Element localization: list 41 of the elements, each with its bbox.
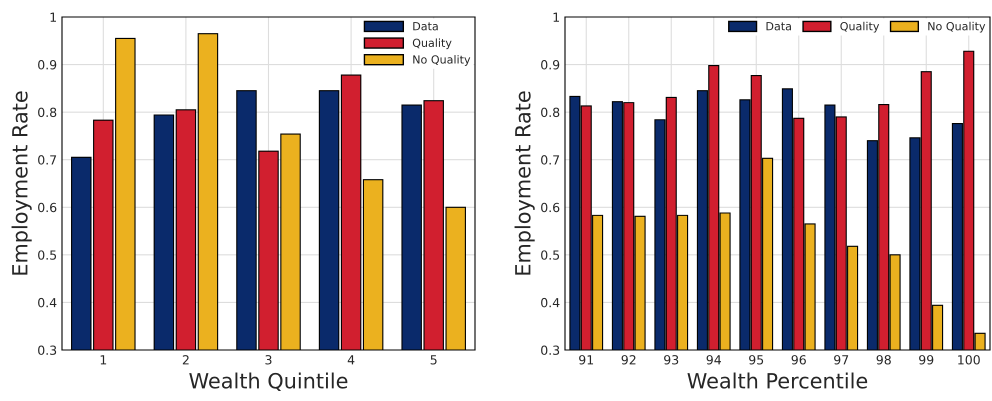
x-tick-label: 97 — [834, 355, 848, 365]
y-tick-label: 0.9 — [38, 60, 56, 70]
y-tick-label: 0.3 — [38, 345, 56, 355]
x-tick-label: 98 — [876, 355, 891, 365]
legend-label: Quality — [840, 22, 880, 33]
y-tick-label: 0.4 — [38, 298, 56, 308]
legend-label: Data — [413, 22, 438, 30]
x-tick-label: 91 — [579, 355, 594, 365]
x-tick-label: 94 — [706, 355, 721, 365]
legend-label: No Quality — [413, 55, 470, 66]
y-tick-label: 0.4 — [541, 298, 560, 308]
legend-label: Data — [766, 22, 791, 30]
y-tick-label: 1 — [554, 12, 559, 22]
y-tick-label: 0.6 — [541, 202, 560, 212]
x-tick-label: 1 — [100, 355, 106, 364]
y-tick-label: 0.7 — [541, 155, 560, 165]
x-tick-label: 100 — [958, 355, 980, 365]
y-tick-label: 0.7 — [38, 155, 56, 165]
x-tick-label: 4 — [348, 355, 354, 364]
y-axis-title: Employment Rate — [12, 91, 32, 275]
y-tick-label: 1 — [50, 12, 56, 22]
y-tick-label: 0.8 — [38, 108, 56, 118]
y-tick-label: 0.8 — [541, 108, 560, 118]
x-axis-title: Wealth Quintile — [189, 372, 348, 392]
legend-label: Quality — [412, 38, 452, 50]
y-tick-label: 0.6 — [38, 202, 56, 212]
x-axis-title: Wealth Percentile — [687, 372, 868, 389]
x-tick-label: 3 — [265, 355, 272, 365]
y-tick-label: 0.5 — [541, 250, 560, 260]
x-tick-label: 93 — [664, 355, 678, 365]
legend-label: No Quality — [928, 22, 986, 33]
x-tick-label: 96 — [792, 355, 806, 365]
x-tick-label: 99 — [919, 355, 934, 365]
y-tick-label: 0.9 — [541, 60, 560, 70]
x-tick-label: 92 — [622, 355, 636, 365]
x-tick-label: 2 — [182, 355, 189, 364]
y-tick-label: 0.5 — [38, 250, 56, 260]
x-tick-label: 95 — [749, 355, 764, 365]
y-axis-title: Employment Rate — [514, 91, 535, 275]
x-tick-label: 5 — [430, 355, 437, 365]
y-tick-label: 0.3 — [541, 345, 560, 355]
